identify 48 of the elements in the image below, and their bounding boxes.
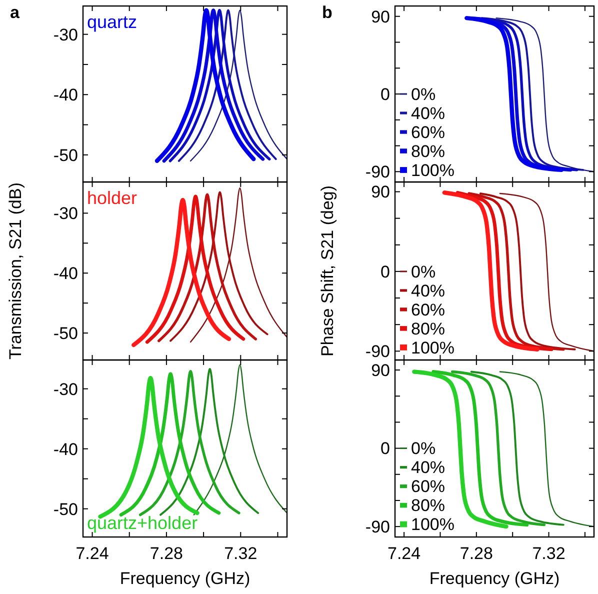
- annotation: quartz: [87, 12, 138, 32]
- legend-label: 100%: [411, 160, 454, 180]
- legend-label: 0%: [411, 262, 436, 282]
- x-axis-title: Frequency (GHz): [429, 569, 560, 588]
- y-tick-label: -50: [53, 500, 78, 519]
- y-tick-label: 90: [371, 7, 390, 26]
- y-tick-label: -30: [53, 380, 78, 399]
- y-axis-title: Phase Shift, S21 (deg): [318, 185, 337, 357]
- x-tick-label: 7.24: [388, 544, 421, 563]
- legend-label: 80%: [411, 319, 446, 338]
- annotation: holder: [87, 188, 138, 208]
- legend-label: 60%: [411, 122, 446, 142]
- y-tick-label: 0: [380, 84, 390, 104]
- y-tick-label: -90: [365, 162, 390, 182]
- y-tick-label: -40: [53, 264, 78, 284]
- chart-title: b: [322, 3, 332, 22]
- legend-label: 40%: [411, 104, 446, 123]
- y-tick-label: -30: [53, 204, 78, 224]
- x-axis-title: Frequency (GHz): [120, 569, 250, 588]
- y-tick-label: -50: [53, 324, 78, 343]
- y-tick-label: -90: [365, 518, 390, 537]
- legend-label: 60%: [411, 300, 446, 320]
- y-axis-title: Transmission, S21 (dB): [6, 182, 25, 360]
- y-tick-label: 0: [380, 262, 390, 282]
- y-tick-label: -50: [53, 146, 78, 165]
- legend-label: 40%: [411, 458, 446, 478]
- y-tick-label: 0: [380, 439, 390, 458]
- legend-label: 80%: [411, 142, 446, 161]
- y-tick-label: 90: [371, 360, 390, 380]
- annotation: quartz+holder: [87, 513, 198, 533]
- legend-label: 100%: [411, 338, 454, 358]
- legend-label: 0%: [411, 439, 436, 458]
- y-tick-label: -40: [53, 86, 78, 105]
- legend-label: 40%: [411, 281, 446, 300]
- x-tick-label: 7.32: [532, 544, 566, 563]
- chart-title: a: [10, 3, 20, 22]
- x-tick-label: 7.28: [150, 544, 183, 563]
- y-tick-label: -90: [365, 342, 390, 362]
- y-tick-label: -30: [53, 25, 78, 44]
- legend-label: 100%: [411, 515, 454, 534]
- x-tick-label: 7.28: [460, 544, 493, 563]
- x-tick-label: 7.24: [76, 544, 109, 563]
- legend-label: 80%: [411, 496, 446, 516]
- legend-label: 60%: [411, 477, 446, 496]
- y-tick-label: -40: [53, 440, 78, 459]
- y-tick-label: 90: [371, 182, 390, 202]
- x-tick-label: 7.32: [224, 544, 258, 563]
- legend-label: 0%: [411, 84, 436, 104]
